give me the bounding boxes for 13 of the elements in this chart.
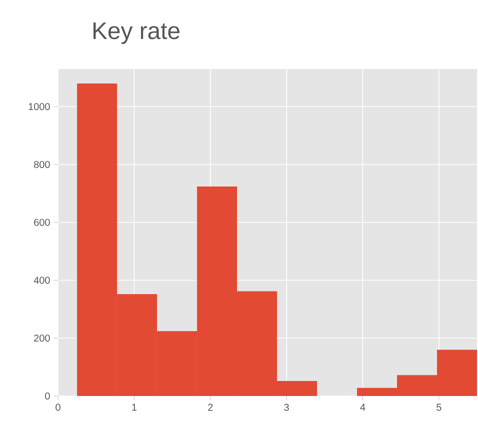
- chart-title: Key rate: [93, 22, 180, 44]
- x-tick-label: 5: [436, 404, 442, 411]
- x-tick-label: 1: [132, 404, 136, 411]
- y-tick-label: 800: [34, 160, 50, 168]
- y-tick-label: 600: [34, 218, 50, 226]
- y-tick-label: 200: [34, 334, 50, 342]
- x-tick-label: 2: [208, 404, 213, 411]
- y-tick-label: 1000: [28, 103, 50, 110]
- y-tick-label: 0: [45, 392, 50, 400]
- x-tick-label: 4: [360, 404, 366, 411]
- y-tick-label: 400: [34, 276, 50, 284]
- x-tick-label: 3: [284, 404, 289, 411]
- x-tick-label: 0: [56, 404, 60, 411]
